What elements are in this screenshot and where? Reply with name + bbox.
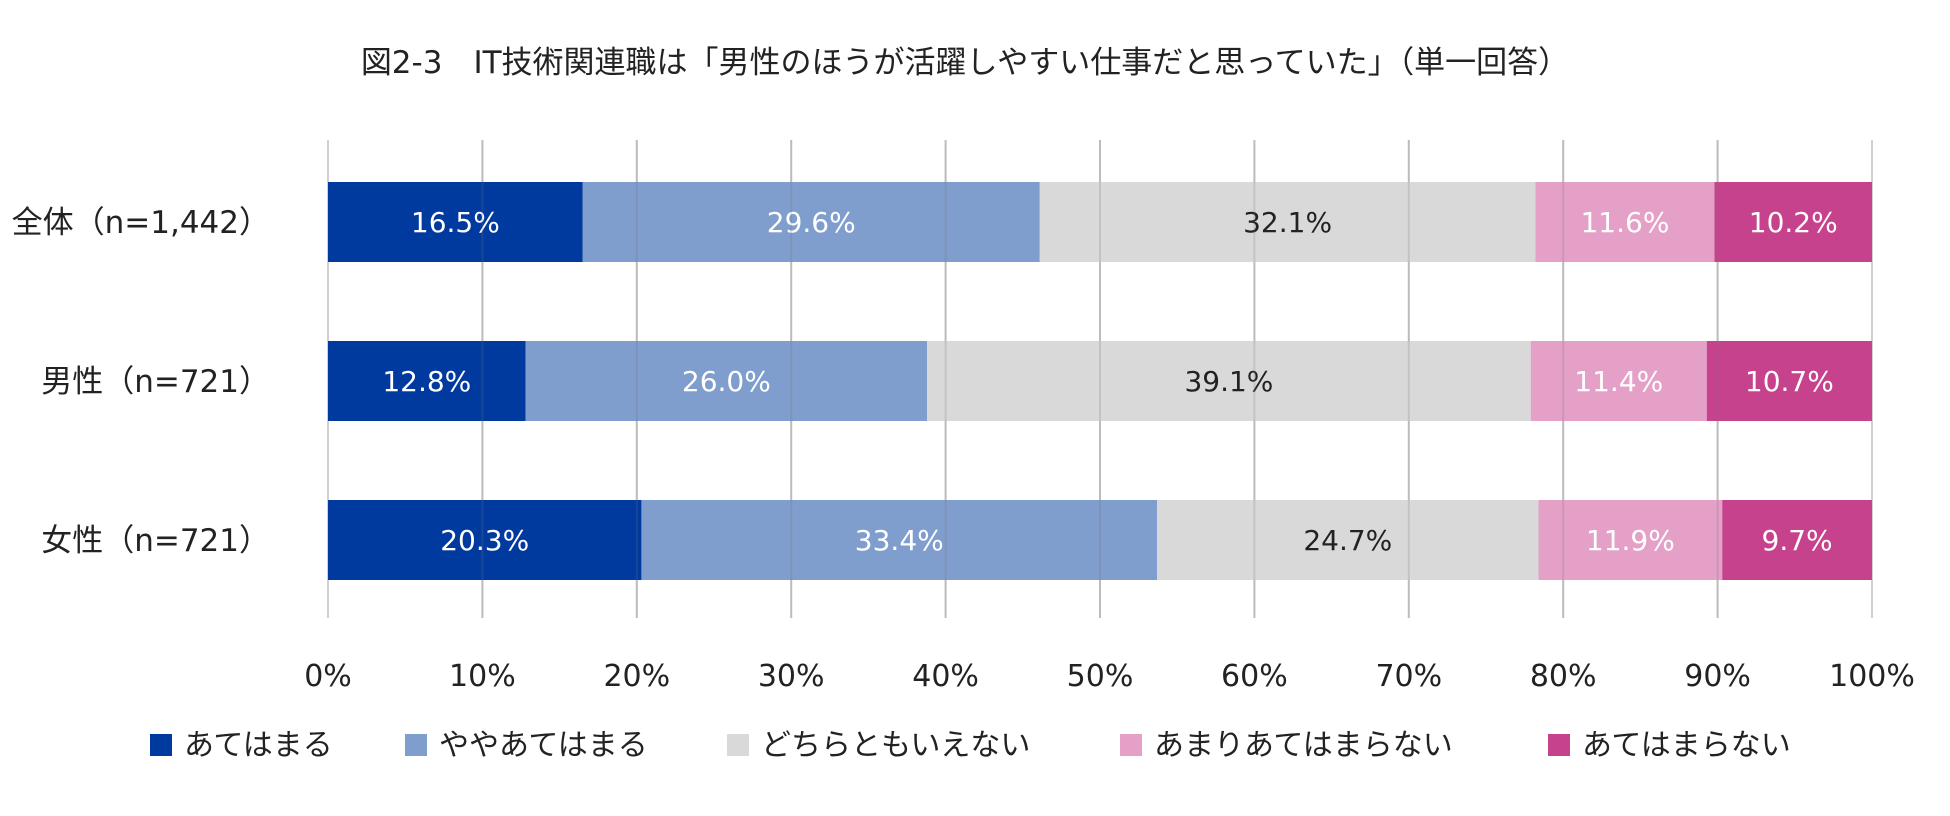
legend-swatch [1120, 734, 1142, 756]
data-label: 11.6% [1580, 206, 1669, 239]
legend-label: ややあてはまる [439, 728, 648, 763]
legend-label: どちらともいえない [761, 728, 1030, 763]
bar-segment [328, 182, 583, 262]
data-label: 10.2% [1749, 206, 1838, 239]
data-label: 16.5% [411, 206, 500, 239]
legend-swatch [727, 734, 749, 756]
bars [328, 182, 1872, 580]
x-tick-label: 20% [603, 659, 670, 694]
data-label: 12.8% [382, 365, 471, 398]
x-tick-label: 30% [758, 659, 825, 694]
x-tick-label: 80% [1530, 659, 1597, 694]
legend-swatch [1548, 734, 1570, 756]
x-tick-labels: 0% 10% 20% 30% 40% 50% 60% 70% 80% 90% 100% [304, 659, 1915, 694]
x-tick-label: 100% [1829, 659, 1915, 694]
data-labels: 16.5% 29.6% 32.1% 11.6% 10.2% 12.8% 26.0% 39.1%… [382, 140, 1838, 618]
x-tick-label: 50% [1067, 659, 1134, 694]
bar-segment [328, 500, 642, 580]
bar-segment [1714, 182, 1872, 262]
bar-segment [1538, 500, 1723, 580]
chart-title: 図2-3 IT技術関連職は「男性のほうが活躍しやすい仕事だと思っていた」（単一回… [361, 45, 1569, 81]
legend-swatch [150, 734, 172, 756]
data-label: 26.0% [682, 365, 771, 398]
data-label: 11.9% [1586, 524, 1675, 557]
legend-swatch [405, 734, 427, 756]
x-tick-label: 0% [304, 659, 352, 694]
bar-segment [641, 500, 1158, 580]
x-tick-label: 70% [1375, 659, 1442, 694]
x-tick-label: 40% [912, 659, 979, 694]
bar-segment [1722, 500, 1872, 580]
data-label: 29.6% [767, 206, 856, 239]
x-tick-label: 60% [1221, 659, 1288, 694]
data-label: 10.7% [1745, 365, 1834, 398]
bar-segment [1530, 341, 1707, 421]
bar-segment [1535, 182, 1715, 262]
data-label: 20.3% [440, 524, 529, 557]
data-label: 39.1% [1184, 365, 1273, 398]
bar-segment [927, 341, 1531, 421]
x-tick-label: 90% [1684, 659, 1751, 694]
category-label: 男性（n=721） [41, 364, 270, 400]
bar-segment [582, 182, 1040, 262]
bar-segment [1706, 341, 1872, 421]
category-label: 全体（n=1,442） [12, 205, 270, 241]
bar-segment [328, 341, 526, 421]
legend-label: あてはまる [184, 728, 333, 763]
legend-label: あてはまらない [1582, 728, 1791, 763]
legend-label: あまりあてはまらない [1154, 728, 1453, 763]
bar-segment [1157, 500, 1539, 580]
category-labels: 全体（n=1,442） 男性（n=721） 女性（n=721） [12, 205, 270, 559]
x-tick-label: 10% [449, 659, 516, 694]
data-label: 24.7% [1303, 524, 1392, 557]
data-label: 33.4% [855, 524, 944, 557]
bar-segment [525, 341, 928, 421]
data-label: 11.4% [1574, 365, 1663, 398]
legend: あてはまる ややあてはまる どちらともいえない あまりあてはまらない あてはまらない [150, 728, 1791, 763]
category-label: 女性（n=721） [41, 523, 270, 559]
data-label: 32.1% [1243, 206, 1332, 239]
bar-segment [1039, 182, 1536, 262]
data-label: 9.7% [1762, 524, 1833, 557]
